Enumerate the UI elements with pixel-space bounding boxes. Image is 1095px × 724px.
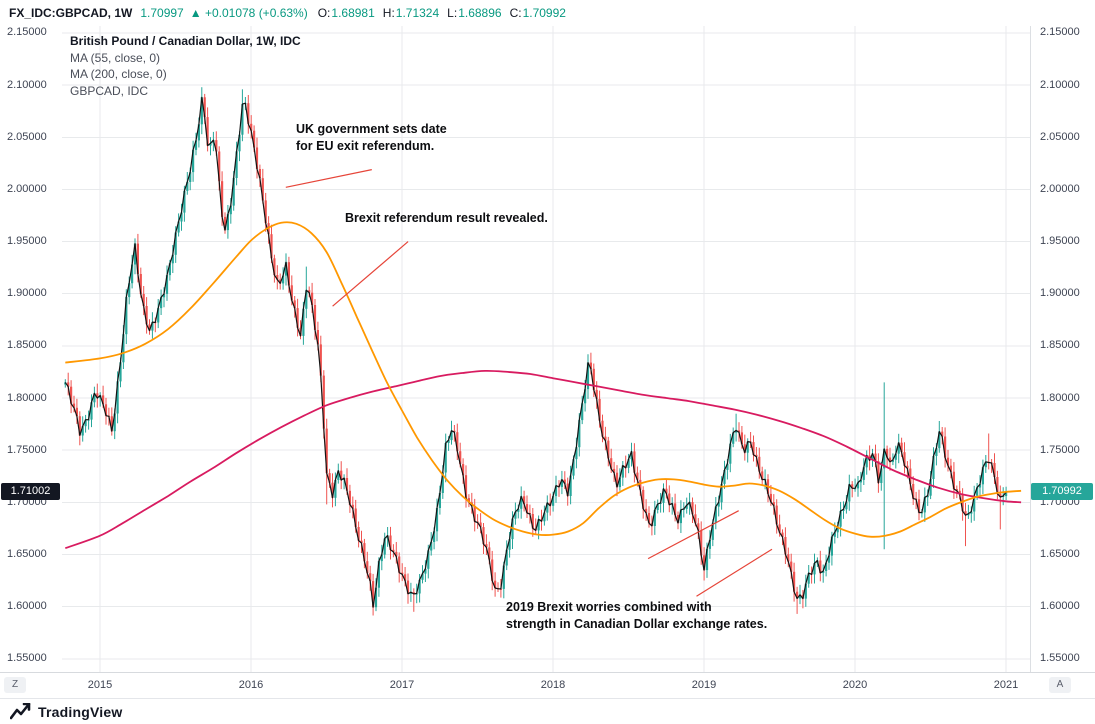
tradingview-logo-icon[interactable] — [10, 703, 31, 720]
left-price-tag: 1.71002 — [1, 483, 60, 500]
time-axis-label: 2020 — [842, 679, 868, 691]
time-axis-label: 2015 — [87, 679, 113, 691]
price-axis-label: 1.90000 — [7, 287, 47, 299]
last-price: 1.70997 — [140, 6, 184, 20]
timezone-button[interactable]: Z — [4, 677, 26, 693]
price-axis-label: 1.55000 — [1040, 652, 1080, 664]
candlestick-series — [64, 87, 1008, 616]
price-axis-label: 1.55000 — [7, 652, 47, 664]
chart-plot[interactable]: British Pound / Canadian Dollar, 1W, IDC… — [62, 26, 1030, 672]
price-axis-label: 1.95000 — [1040, 235, 1080, 247]
price-axis-label: 1.95000 — [7, 235, 47, 247]
chart-legend: British Pound / Canadian Dollar, 1W, IDC… — [70, 33, 301, 99]
price-axis-label: 1.85000 — [1040, 339, 1080, 351]
brand-name[interactable]: TradingView — [38, 703, 123, 720]
footer-bar: TradingView — [0, 698, 1095, 724]
ohlc-item: O:1.68981 — [317, 6, 375, 20]
change-text: +0.01078 (+0.63%) — [204, 6, 308, 20]
price-axis-label: 2.15000 — [1040, 26, 1080, 38]
price-axis-label: 2.00000 — [1040, 183, 1080, 195]
legend-overlay[interactable]: GBPCAD, IDC — [70, 83, 149, 98]
price-change: ▲ +0.01078 (+0.63%) — [190, 6, 308, 20]
symbol-info-bar: FX_IDC:GBPCAD, 1W 1.70997 ▲ +0.01078 (+0… — [0, 0, 1095, 26]
price-axis-label: 1.80000 — [7, 392, 47, 404]
price-scale-left[interactable]: 2.15000 2.10000 2.05000 2.00000 1.95000 1.900… — [0, 26, 62, 672]
ohlc-item: H:1.71324 — [382, 6, 440, 20]
price-axis-label: 2.05000 — [1040, 131, 1080, 143]
price-axis-label: 2.10000 — [7, 79, 47, 91]
ma-200-line — [64, 369, 1022, 550]
price-axis-label: 1.60000 — [1040, 600, 1080, 612]
time-axis-label: 2019 — [691, 679, 717, 691]
up-arrow-icon: ▲ — [189, 6, 202, 20]
price-axis-label: 2.00000 — [7, 183, 47, 195]
price-axis-label: 1.85000 — [7, 339, 47, 351]
legend-ma200[interactable]: MA (200, close, 0) — [70, 67, 167, 81]
time-axis-label: 2018 — [540, 679, 566, 691]
grid-lines — [62, 26, 1030, 672]
price-scale-right[interactable]: 2.15000 2.10000 2.05000 2.00000 1.95000 1.900… — [1030, 26, 1095, 672]
ohlc-item: L:1.68896 — [447, 6, 502, 20]
time-axis-label: 2016 — [238, 679, 264, 691]
price-axis-label: 1.80000 — [1040, 392, 1080, 404]
time-axis-label: 2021 — [993, 679, 1019, 691]
price-axis-label: 2.05000 — [7, 131, 47, 143]
ohlc-readout: O:1.68981 H:1.71324 L:1.68896 C:1.70992 — [318, 6, 566, 20]
auto-scale-button[interactable]: A — [1049, 677, 1071, 693]
price-axis-label: 1.90000 — [1040, 287, 1080, 299]
price-axis-label: 2.10000 — [1040, 79, 1080, 91]
time-axis-label: 2017 — [389, 679, 415, 691]
legend-symbol[interactable]: British Pound / Canadian Dollar, 1W, IDC — [70, 34, 301, 48]
right-price-tag: 1.70992 — [1031, 483, 1093, 500]
symbol-title[interactable]: FX_IDC:GBPCAD, 1W — [9, 6, 133, 20]
price-axis-label: 1.65000 — [7, 548, 47, 560]
legend-ma55[interactable]: MA (55, close, 0) — [70, 50, 161, 65]
price-axis-label: 1.75000 — [7, 444, 47, 456]
close-price-line — [64, 96, 1007, 608]
time-scale[interactable]: Z A 2015 2016 2017 2018 2019 2020 2021 — [0, 672, 1095, 698]
price-axis-label: 1.60000 — [7, 600, 47, 612]
ma-55-line — [65, 221, 1022, 538]
price-axis-label: 2.15000 — [7, 26, 47, 38]
price-axis-label: 1.65000 — [1040, 548, 1080, 560]
price-axis-label: 1.75000 — [1040, 444, 1080, 456]
ohlc-item: C:1.70992 — [509, 6, 566, 20]
candlestick-chart — [62, 26, 1030, 672]
chart-area: British Pound / Canadian Dollar, 1W, IDC… — [0, 26, 1095, 672]
annotation-lines — [285, 169, 773, 597]
